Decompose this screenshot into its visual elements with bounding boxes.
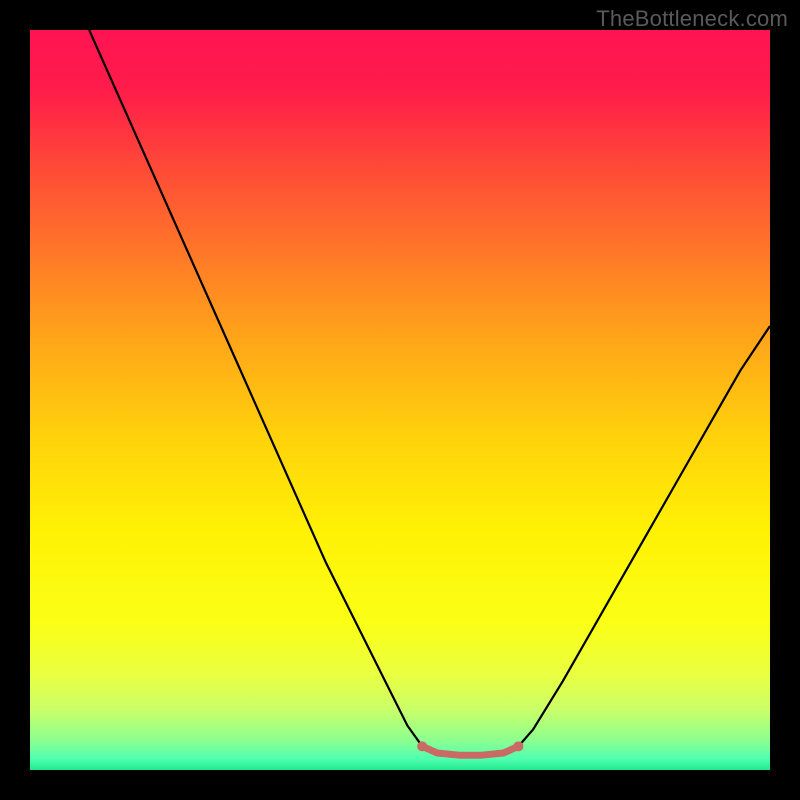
- watermark-text: TheBottleneck.com: [596, 6, 788, 32]
- curve-layer: [30, 30, 770, 770]
- bottleneck-curve: [89, 30, 770, 755]
- optimal-range-marker: [422, 746, 518, 755]
- plot-area: [30, 30, 770, 770]
